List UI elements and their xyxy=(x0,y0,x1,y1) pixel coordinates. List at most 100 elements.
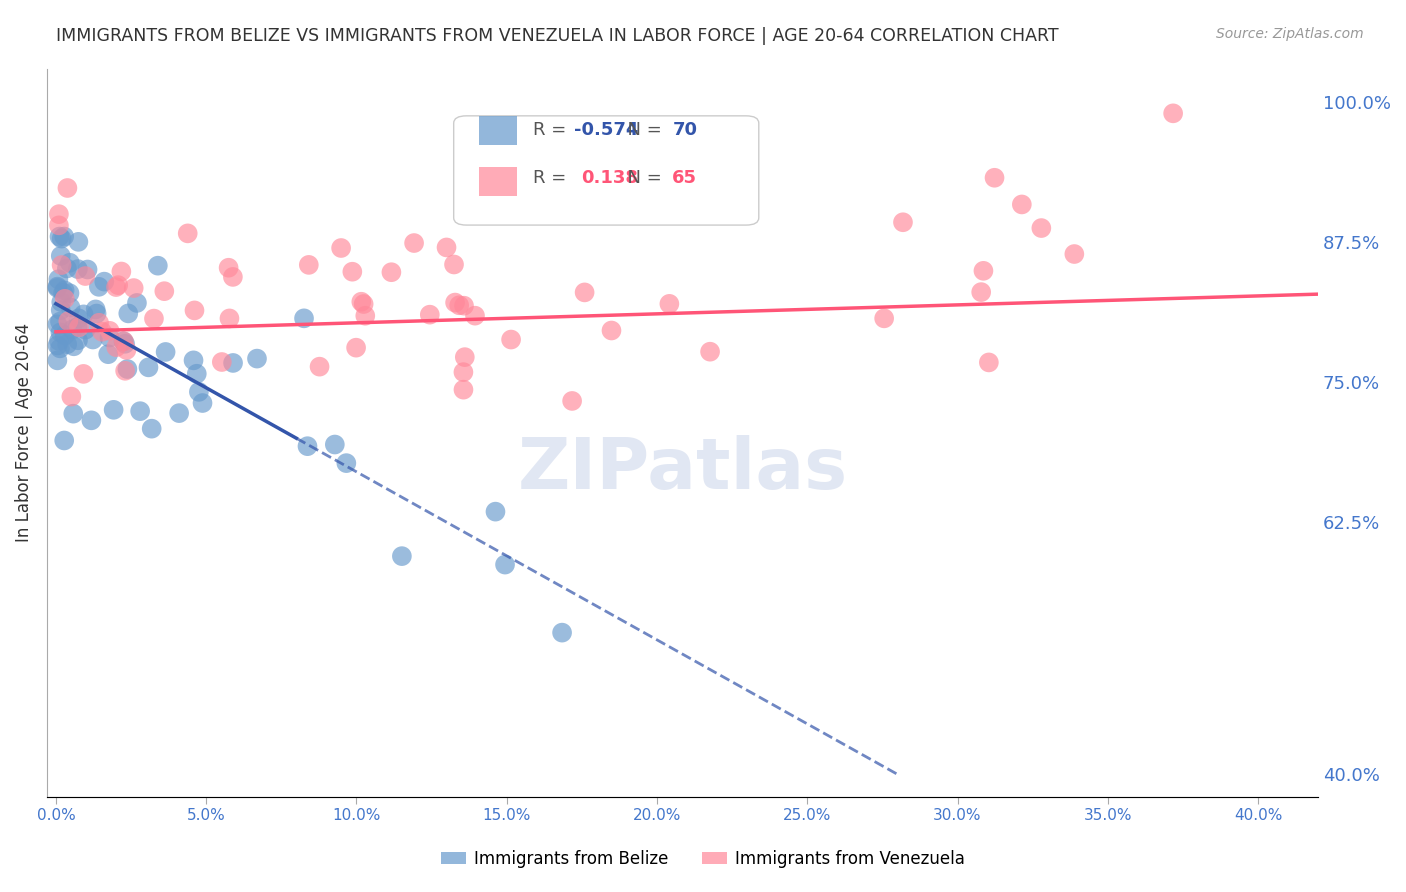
Immigrants from Venezuela xyxy=(972,264,994,278)
Immigrants from Venezuela xyxy=(330,241,353,255)
Text: ZIPatlas: ZIPatlas xyxy=(517,434,848,503)
Immigrants from Belize xyxy=(60,322,83,336)
Text: 0.138: 0.138 xyxy=(581,169,638,186)
Immigrants from Venezuela xyxy=(114,364,136,378)
Immigrants from Venezuela xyxy=(153,284,176,298)
Immigrants from Belize xyxy=(323,437,346,451)
Immigrants from Venezuela xyxy=(75,268,97,283)
Immigrants from Belize xyxy=(246,351,269,366)
Immigrants from Venezuela xyxy=(308,359,330,374)
Y-axis label: In Labor Force | Age 20-64: In Labor Force | Age 20-64 xyxy=(15,323,32,542)
Immigrants from Belize xyxy=(66,262,89,277)
Immigrants from Belize xyxy=(53,328,76,343)
Immigrants from Belize xyxy=(141,422,163,436)
Immigrants from Belize xyxy=(51,231,73,245)
Text: R =: R = xyxy=(533,169,578,186)
Immigrants from Venezuela xyxy=(873,311,896,326)
Immigrants from Belize xyxy=(49,303,72,318)
Immigrants from Venezuela xyxy=(98,324,121,338)
Immigrants from Belize xyxy=(187,384,209,399)
Text: N =: N = xyxy=(616,169,668,186)
Immigrants from Venezuela xyxy=(48,219,70,233)
Immigrants from Belize xyxy=(186,367,208,381)
Immigrants from Venezuela xyxy=(110,264,132,278)
Immigrants from Venezuela xyxy=(350,294,373,309)
Immigrants from Belize xyxy=(49,315,72,329)
Text: N =: N = xyxy=(616,121,668,139)
Immigrants from Belize xyxy=(146,259,169,273)
Immigrants from Venezuela xyxy=(1031,221,1053,235)
Immigrants from Belize xyxy=(93,275,115,289)
Immigrants from Venezuela xyxy=(443,258,465,272)
Immigrants from Belize xyxy=(48,229,70,244)
Immigrants from Venezuela xyxy=(353,297,375,311)
Immigrants from Belize xyxy=(297,439,319,453)
Immigrants from Belize xyxy=(87,280,110,294)
Immigrants from Venezuela xyxy=(218,311,240,326)
Immigrants from Venezuela xyxy=(561,393,583,408)
Immigrants from Venezuela xyxy=(970,285,993,299)
Immigrants from Belize xyxy=(191,396,214,410)
Immigrants from Belize xyxy=(53,284,76,298)
Immigrants from Belize xyxy=(82,333,104,347)
Immigrants from Belize xyxy=(46,318,69,332)
Immigrants from Belize xyxy=(84,302,107,317)
Immigrants from Venezuela xyxy=(218,260,240,275)
Immigrants from Belize xyxy=(53,229,76,244)
Immigrants from Belize xyxy=(51,295,73,310)
Immigrants from Venezuela xyxy=(453,299,475,313)
Immigrants from Venezuela xyxy=(115,343,138,357)
Immigrants from Venezuela xyxy=(51,258,73,272)
Immigrants from Venezuela xyxy=(87,316,110,330)
Immigrants from Venezuela xyxy=(91,325,114,339)
Immigrants from Belize xyxy=(48,272,70,286)
Legend: Immigrants from Belize, Immigrants from Venezuela: Immigrants from Belize, Immigrants from … xyxy=(434,844,972,875)
Immigrants from Belize xyxy=(66,319,89,334)
Immigrants from Belize xyxy=(53,434,76,448)
Immigrants from Belize xyxy=(80,413,103,427)
Immigrants from Belize xyxy=(86,307,108,321)
Immigrants from Belize xyxy=(125,296,148,310)
Immigrants from Belize xyxy=(222,356,245,370)
Immigrants from Venezuela xyxy=(699,344,721,359)
Immigrants from Venezuela xyxy=(501,333,523,347)
FancyBboxPatch shape xyxy=(479,167,517,196)
Immigrants from Belize xyxy=(117,306,139,320)
Immigrants from Venezuela xyxy=(977,355,1000,369)
Text: IMMIGRANTS FROM BELIZE VS IMMIGRANTS FROM VENEZUELA IN LABOR FORCE | AGE 20-64 C: IMMIGRANTS FROM BELIZE VS IMMIGRANTS FRO… xyxy=(56,27,1059,45)
Immigrants from Belize xyxy=(58,286,80,301)
Immigrants from Venezuela xyxy=(112,334,135,349)
Immigrants from Belize xyxy=(46,281,69,295)
Immigrants from Venezuela xyxy=(444,295,467,310)
Immigrants from Venezuela xyxy=(58,314,80,328)
Immigrants from Belize xyxy=(67,311,90,326)
Immigrants from Venezuela xyxy=(143,311,166,326)
Immigrants from Venezuela xyxy=(56,181,79,195)
FancyBboxPatch shape xyxy=(479,116,517,145)
Immigrants from Belize xyxy=(335,456,357,470)
Immigrants from Belize xyxy=(62,339,84,353)
Immigrants from Belize xyxy=(138,360,160,375)
Immigrants from Belize xyxy=(49,342,72,356)
Immigrants from Belize xyxy=(72,307,94,321)
Immigrants from Venezuela xyxy=(1063,247,1085,261)
Immigrants from Venezuela xyxy=(453,365,475,379)
Immigrants from Belize xyxy=(117,362,139,376)
Immigrants from Belize xyxy=(59,256,82,270)
Immigrants from Belize xyxy=(494,558,516,572)
FancyBboxPatch shape xyxy=(454,116,759,225)
Immigrants from Belize xyxy=(67,235,90,249)
Immigrants from Belize xyxy=(56,261,79,276)
Immigrants from Belize xyxy=(49,249,72,263)
Text: 65: 65 xyxy=(672,169,697,186)
Text: Source: ZipAtlas.com: Source: ZipAtlas.com xyxy=(1216,27,1364,41)
Immigrants from Venezuela xyxy=(342,265,364,279)
Immigrants from Venezuela xyxy=(436,240,458,254)
Immigrants from Venezuela xyxy=(48,207,70,221)
Immigrants from Venezuela xyxy=(298,258,321,272)
Immigrants from Venezuela xyxy=(404,235,426,250)
Immigrants from Venezuela xyxy=(658,297,681,311)
Immigrants from Venezuela xyxy=(1161,106,1184,120)
Immigrants from Belize xyxy=(66,333,89,347)
Immigrants from Belize xyxy=(46,338,69,352)
